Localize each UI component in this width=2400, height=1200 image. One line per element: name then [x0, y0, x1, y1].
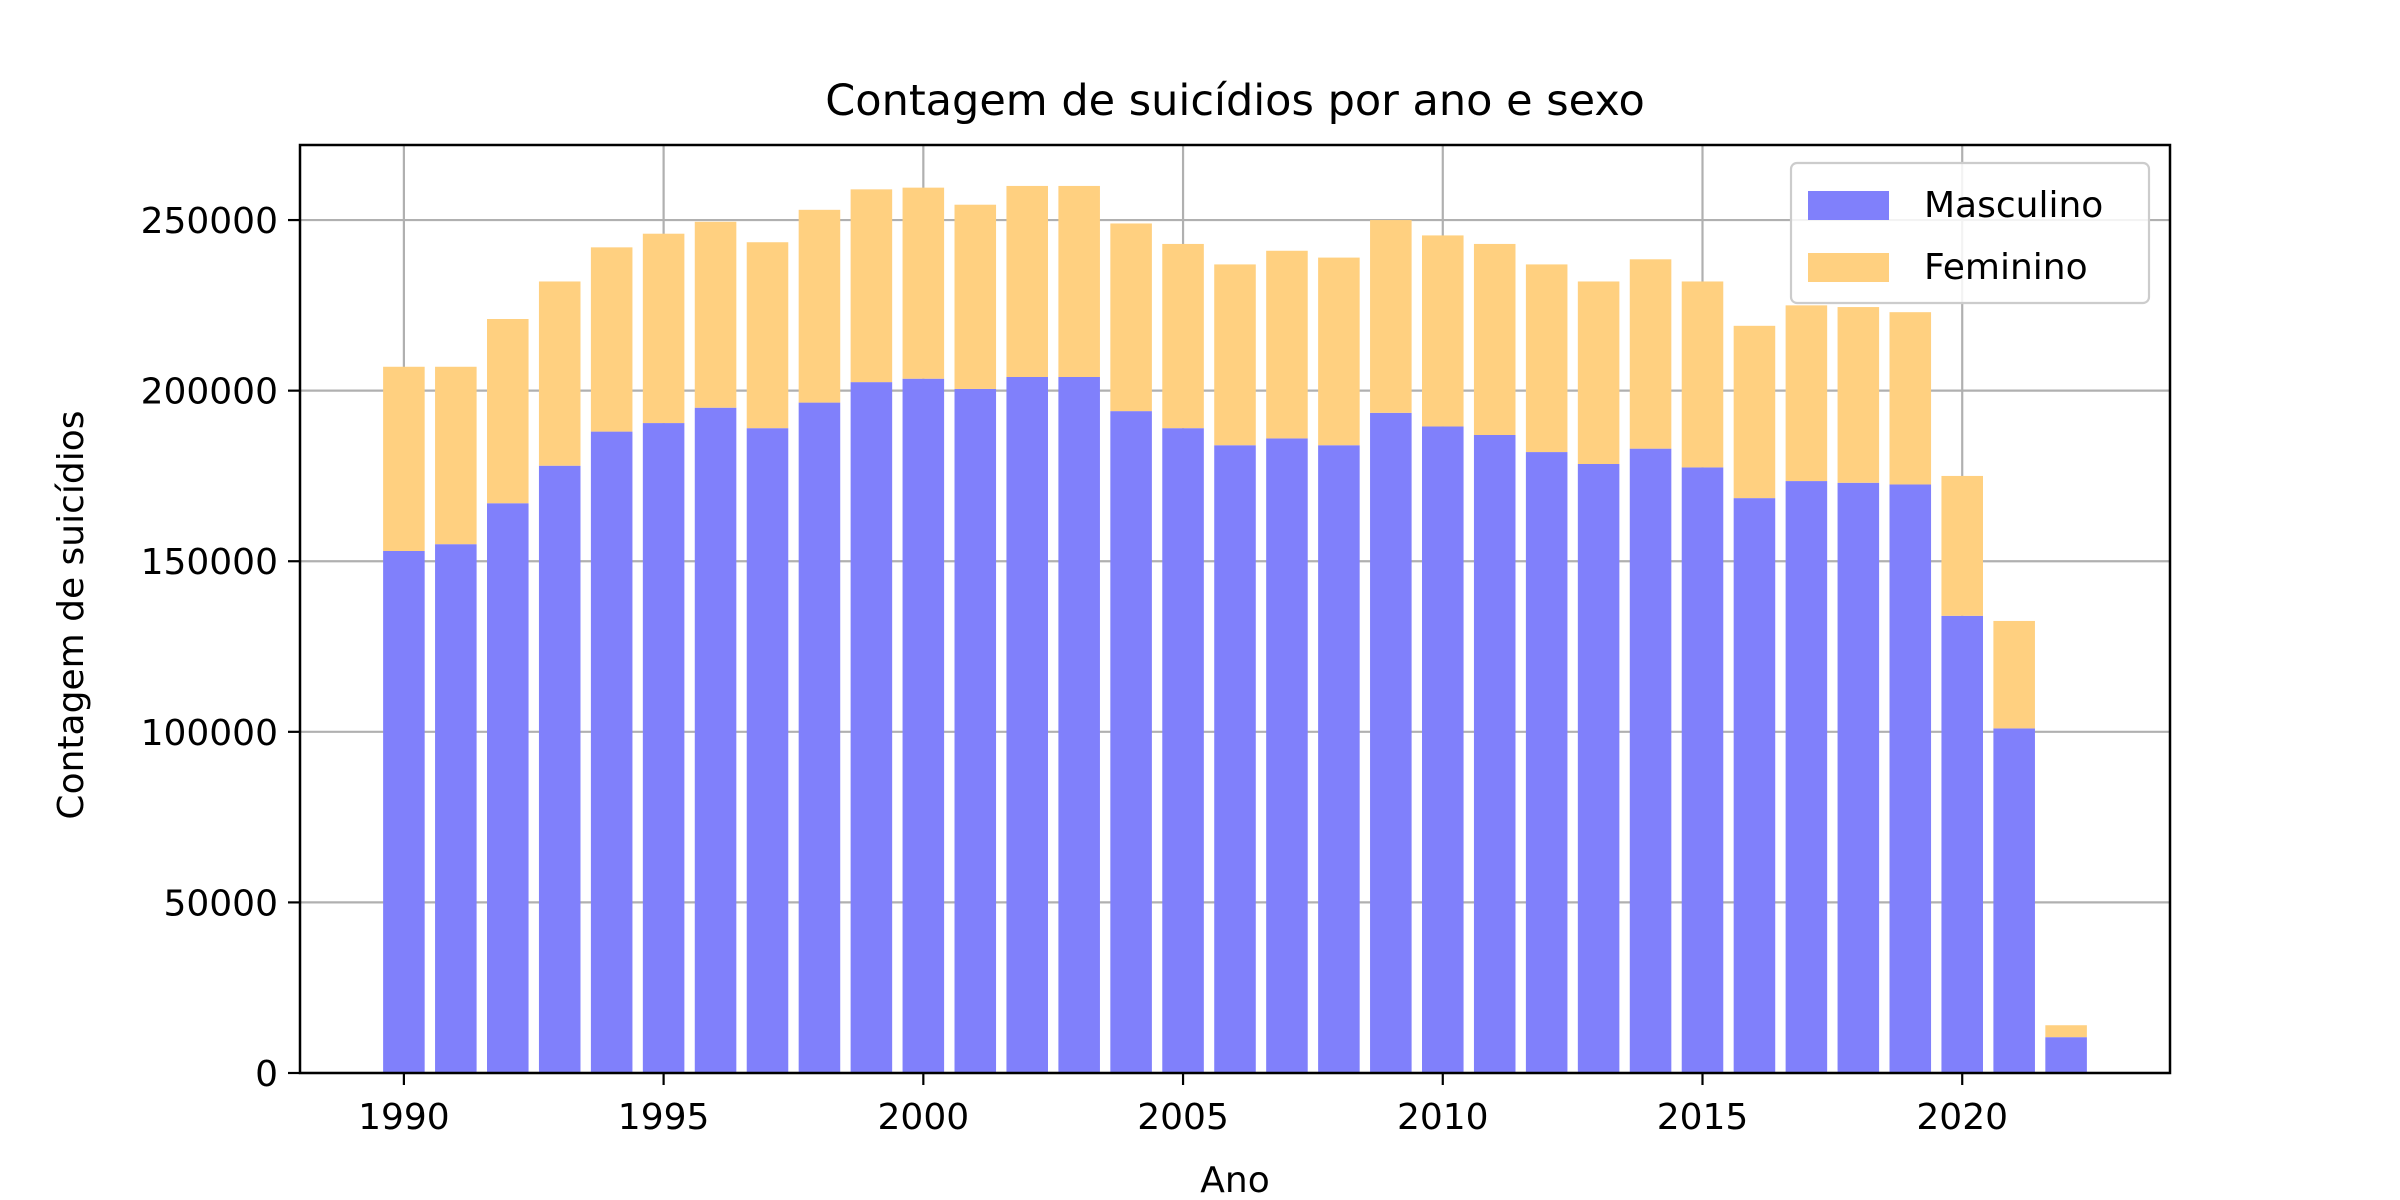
bar-masculino-1990: [383, 551, 425, 1073]
bar-feminino-2022: [2045, 1025, 2087, 1038]
bar-masculino-1993: [538, 465, 581, 1073]
bars: [383, 185, 2087, 1074]
x-tick-label: 2005: [1137, 1097, 1229, 1138]
bar-feminino-2006: [1214, 264, 1256, 446]
bar-feminino-2012: [1525, 264, 1568, 453]
bar-masculino-2015: [1681, 467, 1724, 1074]
legend-label-masculino: Masculino: [1924, 185, 2103, 226]
bar-masculino-2017: [1785, 481, 1828, 1073]
bar-feminino-1998: [798, 209, 841, 403]
bar-masculino-2006: [1214, 445, 1256, 1073]
bar-masculino-1992: [487, 503, 529, 1073]
bar-feminino-2010: [1422, 235, 1464, 427]
bar-masculino-1994: [590, 431, 633, 1073]
bar-feminino-1994: [590, 247, 633, 432]
bar-masculino-2016: [1733, 498, 1776, 1073]
y-tick-label: 200000: [141, 372, 278, 413]
bar-feminino-2011: [1473, 243, 1516, 435]
bar-feminino-2001: [954, 204, 997, 389]
bar-masculino-1995: [642, 423, 685, 1073]
bar-masculino-2019: [1889, 484, 1932, 1073]
x-tick-label: 2000: [878, 1097, 970, 1138]
bar-feminino-2008: [1318, 257, 1360, 446]
bar-feminino-2018: [1837, 307, 1880, 483]
bar-feminino-1999: [850, 189, 893, 383]
bar-masculino-2002: [1006, 377, 1048, 1073]
bar-feminino-2009: [1370, 220, 1412, 413]
x-axis-ticks: 1990 1995 2000 2005 2010 2015 2020: [358, 1073, 2008, 1138]
bar-feminino-2003: [1058, 185, 1100, 377]
bar-masculino-2008: [1318, 445, 1360, 1073]
bar-masculino-1997: [746, 428, 789, 1073]
bar-feminino-1993: [538, 281, 581, 466]
x-tick-label: 1995: [618, 1097, 710, 1138]
bar-masculino-1996: [694, 407, 737, 1073]
bar-masculino-1999: [850, 382, 893, 1073]
bar-masculino-2003: [1058, 377, 1100, 1073]
plot-frame: [298, 143, 2172, 1075]
bar-masculino-2013: [1577, 464, 1620, 1073]
y-tick-label: 50000: [163, 883, 278, 924]
y-axis-ticks: 0 50000 100000 150000 200000 250000: [141, 201, 300, 1095]
bar-feminino-1995: [642, 233, 685, 424]
bar-masculino-2020: [1941, 615, 1983, 1073]
x-tick-label: 2010: [1397, 1097, 1489, 1138]
bar-feminino-1996: [694, 221, 737, 408]
bar-feminino-2002: [1006, 185, 1048, 377]
legend-label-feminino: Feminino: [1924, 247, 2088, 288]
x-axis-label: Ano: [1200, 1160, 1269, 1200]
bar-feminino-2005: [1162, 243, 1204, 429]
bar-masculino-2022: [2045, 1037, 2087, 1073]
y-tick-label: 150000: [141, 542, 278, 583]
y-tick-label: 0: [255, 1054, 278, 1095]
bar-feminino-1991: [435, 366, 477, 545]
bar-feminino-2013: [1577, 281, 1620, 464]
bar-masculino-2007: [1266, 438, 1308, 1074]
bar-masculino-2011: [1473, 435, 1516, 1073]
x-tick-label: 2020: [1916, 1097, 2008, 1138]
bar-masculino-2005: [1162, 428, 1204, 1073]
bar-masculino-2004: [1110, 411, 1152, 1073]
x-tick-label: 1990: [358, 1097, 450, 1138]
bar-feminino-2020: [1941, 475, 1983, 616]
bar-feminino-2014: [1629, 259, 1672, 449]
bar-masculino-2009: [1370, 412, 1412, 1074]
bar-masculino-2000: [902, 378, 945, 1073]
bar-masculino-2018: [1837, 482, 1880, 1073]
legend-swatch-feminino: [1808, 253, 1889, 282]
bar-masculino-2001: [954, 388, 997, 1073]
bar-feminino-2016: [1733, 325, 1776, 499]
bar-feminino-1990: [383, 366, 425, 551]
bar-feminino-2021: [1993, 620, 2035, 729]
legend: Masculino Feminino: [1789, 161, 2151, 305]
bar-feminino-1997: [746, 242, 789, 429]
bar-masculino-1998: [798, 402, 841, 1073]
bar-feminino-2007: [1266, 250, 1308, 439]
bar-feminino-2015: [1681, 281, 1724, 468]
bar-masculino-2012: [1525, 452, 1568, 1073]
y-tick-label: 100000: [141, 713, 278, 754]
bar-feminino-2004: [1110, 223, 1152, 412]
bar-masculino-2021: [1993, 728, 2035, 1073]
bar-feminino-2000: [902, 187, 945, 379]
bar-masculino-2010: [1422, 426, 1464, 1073]
bar-feminino-2017: [1785, 305, 1828, 482]
bar-feminino-2019: [1889, 312, 1932, 485]
bar-feminino-1992: [487, 319, 529, 504]
legend-swatch-masculino: [1808, 191, 1889, 220]
bar-masculino-2014: [1629, 448, 1672, 1073]
y-axis-label: Contagem de suicídios: [51, 410, 92, 819]
y-tick-label: 250000: [141, 201, 278, 242]
chart-title: Contagem de suicídios por ano e sexo: [825, 76, 1645, 126]
bar-masculino-1991: [435, 544, 477, 1073]
x-tick-label: 2015: [1657, 1097, 1749, 1138]
